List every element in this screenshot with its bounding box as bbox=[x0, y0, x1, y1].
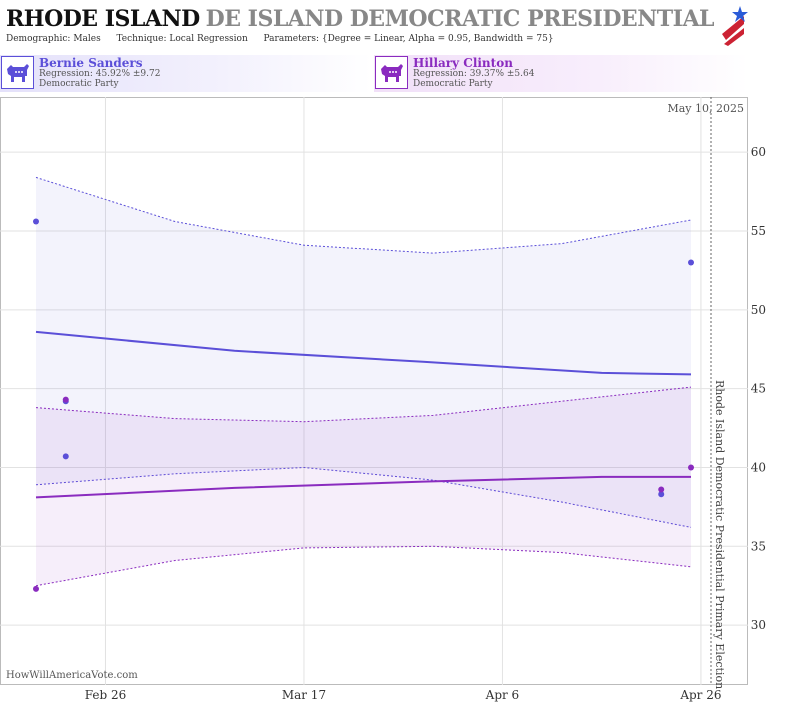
y-tick-label: 55 bbox=[751, 224, 766, 238]
data-point bbox=[658, 486, 665, 493]
data-point bbox=[62, 396, 69, 403]
candidate-party: Democratic Party bbox=[39, 79, 119, 89]
data-point bbox=[33, 585, 39, 592]
y-tick-label: 45 bbox=[751, 382, 766, 396]
page-title: RHODE ISLAND bbox=[6, 6, 200, 32]
data-point bbox=[688, 259, 694, 266]
data-point bbox=[688, 464, 694, 471]
demographic-value: Males bbox=[73, 34, 101, 44]
x-tick-label: Feb 26 bbox=[85, 688, 127, 702]
x-tick-label: Apr 26 bbox=[679, 688, 721, 702]
y-tick-label: 35 bbox=[751, 539, 766, 553]
candidate-party: Democratic Party bbox=[413, 79, 493, 89]
x-tick-label: Mar 17 bbox=[282, 688, 326, 702]
trend-line bbox=[35, 330, 692, 376]
lower-bound-line bbox=[35, 466, 692, 528]
meta-row: Demographic: Males Technique: Local Regr… bbox=[6, 34, 554, 44]
upper-bound-line bbox=[35, 176, 692, 254]
technique-label: Technique: bbox=[116, 34, 167, 44]
candidate-name: Hillary Clinton bbox=[413, 56, 513, 70]
data-point bbox=[33, 218, 39, 225]
confidence-band bbox=[36, 177, 691, 528]
watermark: HowWillAmericaVote.com bbox=[6, 670, 138, 681]
confidence-band bbox=[36, 387, 691, 586]
data-point bbox=[658, 491, 665, 498]
data-point bbox=[62, 453, 69, 460]
demographic-label: Demographic: bbox=[6, 34, 71, 44]
donkey-icon bbox=[1, 56, 34, 89]
y-tick-label: 60 bbox=[751, 145, 766, 159]
technique-value: Local Regression bbox=[169, 34, 248, 44]
y-tick-label: 50 bbox=[751, 303, 766, 317]
plot-frame bbox=[0, 97, 748, 685]
trend-line bbox=[35, 475, 691, 499]
election-vertical-label: Rhode Island Democratic Presidential Pri… bbox=[713, 380, 726, 689]
candidate-name: Bernie Sanders bbox=[39, 56, 143, 70]
title-row: RHODE ISLAND DE ISLAND DEMOCRATIC PRESIDE… bbox=[6, 6, 716, 36]
lower-bound-line bbox=[35, 545, 692, 587]
y-tick-label: 30 bbox=[751, 618, 766, 632]
candidate-regression: Regression: 45.92% ±9.72 bbox=[39, 69, 161, 79]
parameters-value: {Degree = Linear, Alpha = 0.95, Bandwidt… bbox=[321, 34, 554, 44]
parameters-label: Parameters: bbox=[263, 34, 319, 44]
chart-header: RHODE ISLAND DE ISLAND DEMOCRATIC PRESIDE… bbox=[0, 0, 789, 52]
x-tick-label: Apr 6 bbox=[485, 688, 520, 702]
candidate-card-sanders: Bernie Sanders Regression: 45.92% ±9.72 … bbox=[0, 55, 372, 92]
site-logo-icon bbox=[718, 4, 748, 48]
page-title-ghost: DE ISLAND DEMOCRATIC PRESIDENTIAL PRIMA bbox=[205, 6, 716, 32]
candidate-regression: Regression: 39.37% ±5.64 bbox=[413, 69, 535, 79]
regression-chart: 30 35 40 45 50 55 60 Feb 26 Mar 17 Apr 6 Apr 26 May… bbox=[0, 97, 766, 702]
upper-bound-line bbox=[35, 386, 692, 423]
candidate-card-clinton: Hillary Clinton Regression: 39.37% ±5.64… bbox=[374, 55, 748, 92]
date-label: May 10, 2025 bbox=[667, 102, 744, 115]
donkey-icon bbox=[375, 56, 408, 89]
y-tick-label: 40 bbox=[751, 460, 766, 474]
